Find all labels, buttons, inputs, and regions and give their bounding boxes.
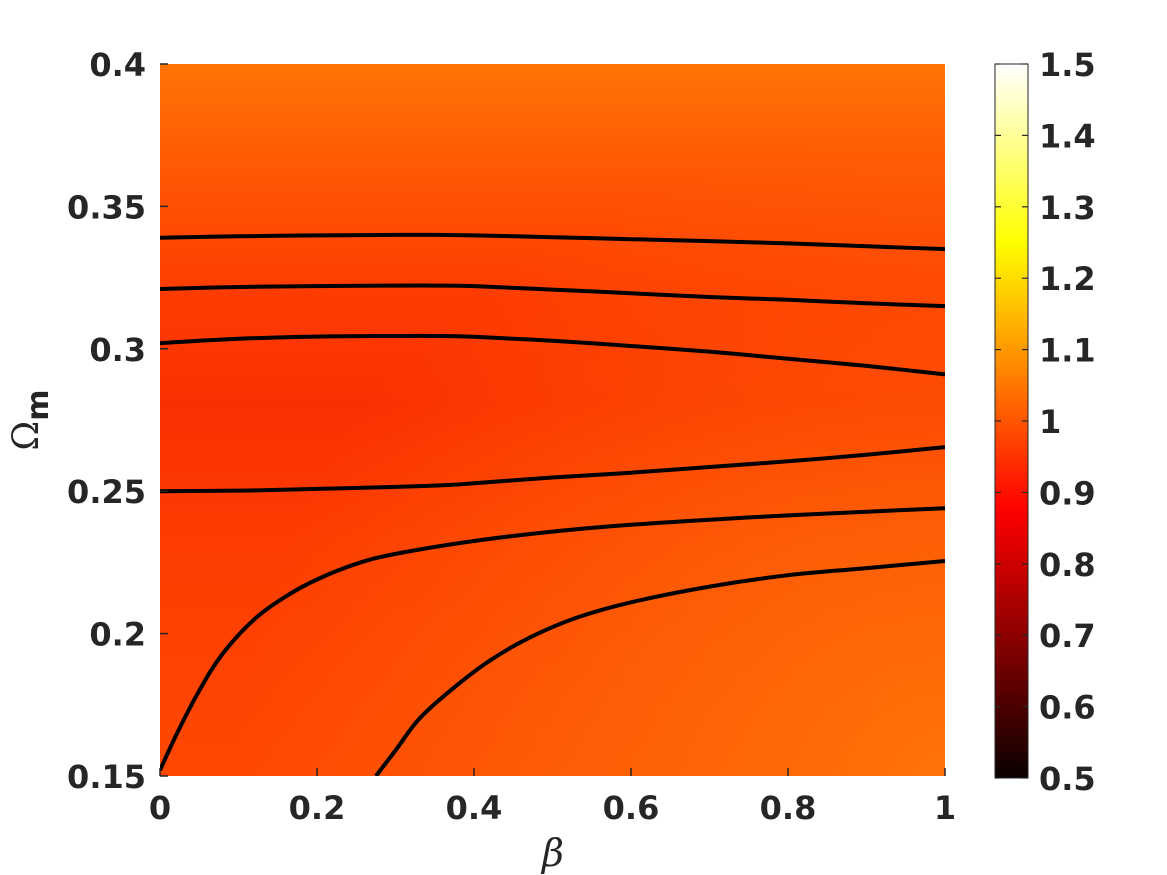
colorbar: 0.5 0.6 0.7 0.8 0.9 1 1.1 1.2 1.3 1.4 1.5 bbox=[994, 46, 1096, 798]
colorbar-tick-labels: 0.5 0.6 0.7 0.8 0.9 1 1.1 1.2 1.3 1.4 1.5 bbox=[1039, 46, 1096, 798]
x-tick-label: 0.8 bbox=[760, 789, 817, 827]
colorbar-tick-label: 1.5 bbox=[1039, 46, 1096, 84]
colorbar-tick-label: 0.6 bbox=[1039, 689, 1096, 727]
colorbar-tick-label: 1.3 bbox=[1039, 189, 1096, 227]
contour-line-2 bbox=[160, 283, 945, 309]
x-tick-labels: 0 0.2 0.4 0.6 0.8 1 bbox=[149, 789, 956, 827]
svg-text:Ωm: Ωm bbox=[6, 389, 56, 450]
y-axis-label: Ωm bbox=[6, 389, 56, 450]
y-tick-label: 0.4 bbox=[89, 46, 146, 84]
y-tick-label: 0.25 bbox=[67, 473, 146, 511]
colorbar-tick-marks bbox=[995, 63, 1028, 779]
x-tick-label: 1 bbox=[934, 789, 956, 827]
contour-line-4 bbox=[160, 445, 945, 494]
contour-line-1 bbox=[160, 232, 945, 252]
y-tick-label: 0.35 bbox=[67, 188, 146, 226]
colorbar-tick-label: 1 bbox=[1039, 403, 1061, 441]
y-tick-label: 0.2 bbox=[89, 616, 146, 654]
colorbar-tick-label: 1.1 bbox=[1039, 332, 1096, 370]
y-axis-label-symbol: Ω bbox=[6, 421, 47, 451]
colorbar-tick-label: 0.8 bbox=[1039, 546, 1096, 584]
x-tick-marks bbox=[159, 768, 946, 776]
x-tick-label: 0.6 bbox=[603, 789, 660, 827]
x-tick-label: 0.2 bbox=[289, 789, 346, 827]
colorbar-tick-label: 1.2 bbox=[1039, 260, 1096, 298]
colorbar-tick-label: 1.4 bbox=[1039, 117, 1096, 155]
contour-lines bbox=[160, 232, 945, 776]
y-tick-label: 0.3 bbox=[89, 331, 146, 369]
contour-line-6 bbox=[374, 559, 945, 776]
y-axis-label-subscript: m bbox=[21, 389, 56, 420]
y-tick-marks bbox=[160, 63, 168, 777]
x-tick-label: 0.4 bbox=[446, 789, 503, 827]
y-tick-label: 0.15 bbox=[67, 758, 146, 796]
colorbar-tick-label: 0.5 bbox=[1039, 760, 1096, 798]
colorbar-tick-label: 0.9 bbox=[1039, 474, 1096, 512]
heatmap-corner-shading bbox=[160, 64, 945, 776]
x-axis-label: β bbox=[540, 831, 564, 875]
y-tick-labels: 0.15 0.2 0.25 0.3 0.35 0.4 bbox=[67, 46, 146, 796]
plot-area bbox=[159, 63, 946, 777]
x-tick-label: 0 bbox=[149, 789, 171, 827]
contour-line-5 bbox=[160, 506, 945, 772]
colorbar-tick-label: 0.7 bbox=[1039, 617, 1096, 655]
contour-line-3 bbox=[160, 333, 945, 377]
